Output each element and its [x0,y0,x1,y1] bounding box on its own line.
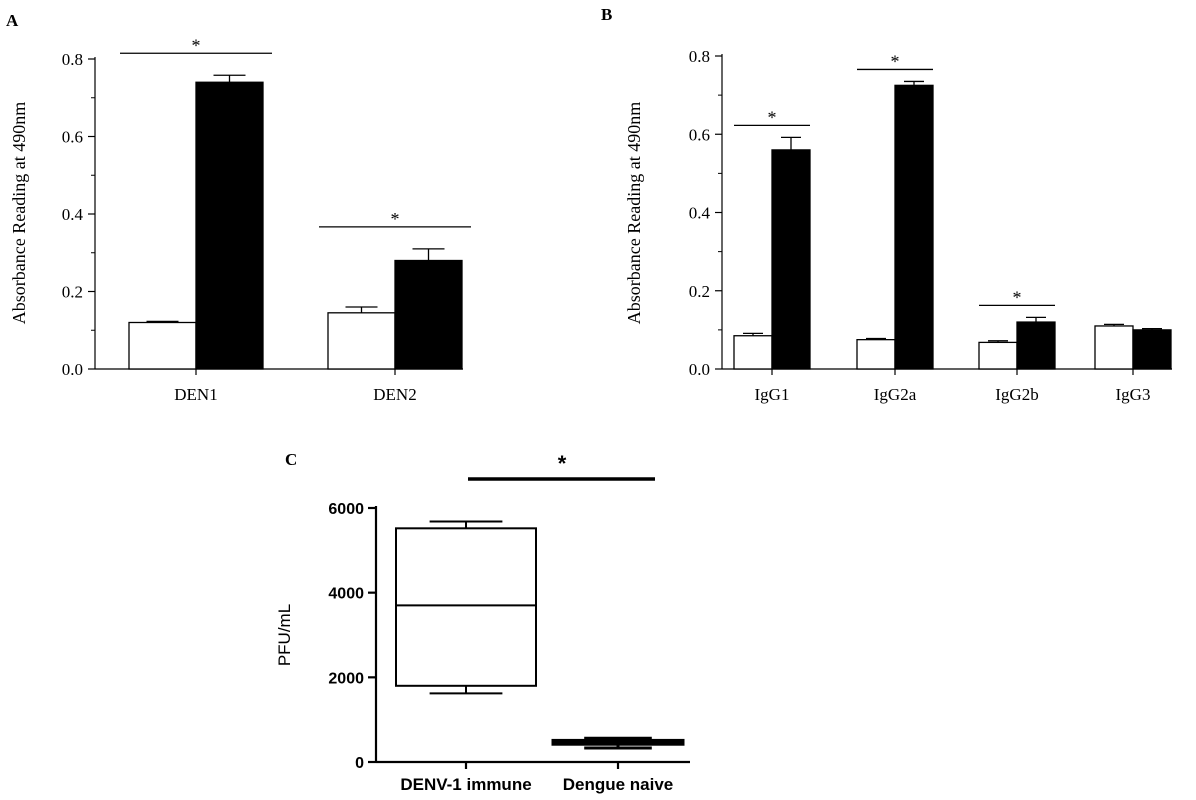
b-bar-IgG2b-filled [1016,321,1056,370]
b-y-tick-label: 0.4 [689,204,711,223]
panel-c-axes [368,506,690,769]
c-box-immune [395,527,537,687]
c-y-tick-label: 0 [355,755,364,772]
panel-b-letter: B [601,5,612,24]
b-bar-IgG2b-open [978,341,1018,370]
b-bar-IgG2a-filled [894,84,934,370]
a-y-tick-label: 0.8 [62,50,83,69]
b-x-category-label: IgG2a [874,385,917,404]
b-x-category-label: IgG1 [755,385,790,404]
panel-c-labels: 0 2000 4000 6000 DENV-1 immune Dengue naive * [328,451,673,794]
panel-c-y-axis-title: PFU/mL [275,604,294,666]
b-y-tick-label: 0.2 [689,282,710,301]
b-bar-IgG3-filled [1132,329,1172,370]
panel-a-labels: 0.0 0.2 0.4 0.6 0.8 DEN1 * DEN2 * [62,35,471,404]
b-bar-IgG1-filled [771,149,811,370]
b-x-category-label: IgG2b [995,385,1038,404]
c-y-tick-label: 4000 [328,586,364,603]
panel-c-boxes [395,520,685,750]
a-significance-star: * [192,35,201,55]
panel-b-labels: 0.0 0.2 0.4 0.6 0.8 IgG1 * IgG2a * IgG2b * IgG3 [689,47,1151,404]
a-bar-DEN2-open [327,312,396,370]
b-x-category-label: IgG3 [1116,385,1151,404]
c-y-tick-label: 2000 [328,670,364,687]
a-significance-star: * [391,209,400,229]
a-bar-DEN1-open [128,321,197,370]
panel-a-y-axis-title: Absorbance Reading at 490nm [9,102,29,324]
panel-b-y-axis-title: Absorbance Reading at 490nm [624,102,644,324]
b-y-tick-label: 0.0 [689,360,710,379]
b-bar-IgG1-open [733,335,773,370]
panel-a-bars [128,74,463,370]
b-significance-star: * [1013,287,1022,307]
a-x-category-label: DEN1 [174,385,217,404]
b-significance-star: * [768,107,777,127]
panel-b: B Absorbance Reading at 490nm 0.00.20.40… [601,5,1172,404]
panel-a: A Absorbance Reading at 490nm 0.00.20.40… [6,11,471,404]
c-y-tick-label: 6000 [328,501,364,518]
panel-b-bars [733,80,1172,370]
panel-a-letter: A [6,11,19,30]
a-y-tick-label: 0.0 [62,360,83,379]
b-bar-IgG2a-open [856,339,896,370]
a-bar-DEN1-filled [195,81,264,370]
b-significance-star: * [891,51,900,71]
a-y-tick-label: 0.6 [62,128,83,147]
c-x-category-label: Dengue naive [563,775,674,794]
b-bar-IgG3-open [1094,325,1134,370]
b-y-tick-label: 0.8 [689,47,710,66]
a-y-tick-label: 0.2 [62,283,83,302]
panel-c: C PFU/mL 0 2000 4000 6000 DENV-1 immune Dengu… [275,450,690,794]
c-x-category-label: DENV-1 immune [400,775,531,794]
a-x-category-label: DEN2 [373,385,416,404]
a-y-tick-label: 0.4 [62,205,84,224]
c-significance-star: * [558,451,567,476]
panel-c-letter: C [285,450,297,469]
a-bar-DEN2-filled [394,259,463,370]
b-y-tick-label: 0.6 [689,125,710,144]
